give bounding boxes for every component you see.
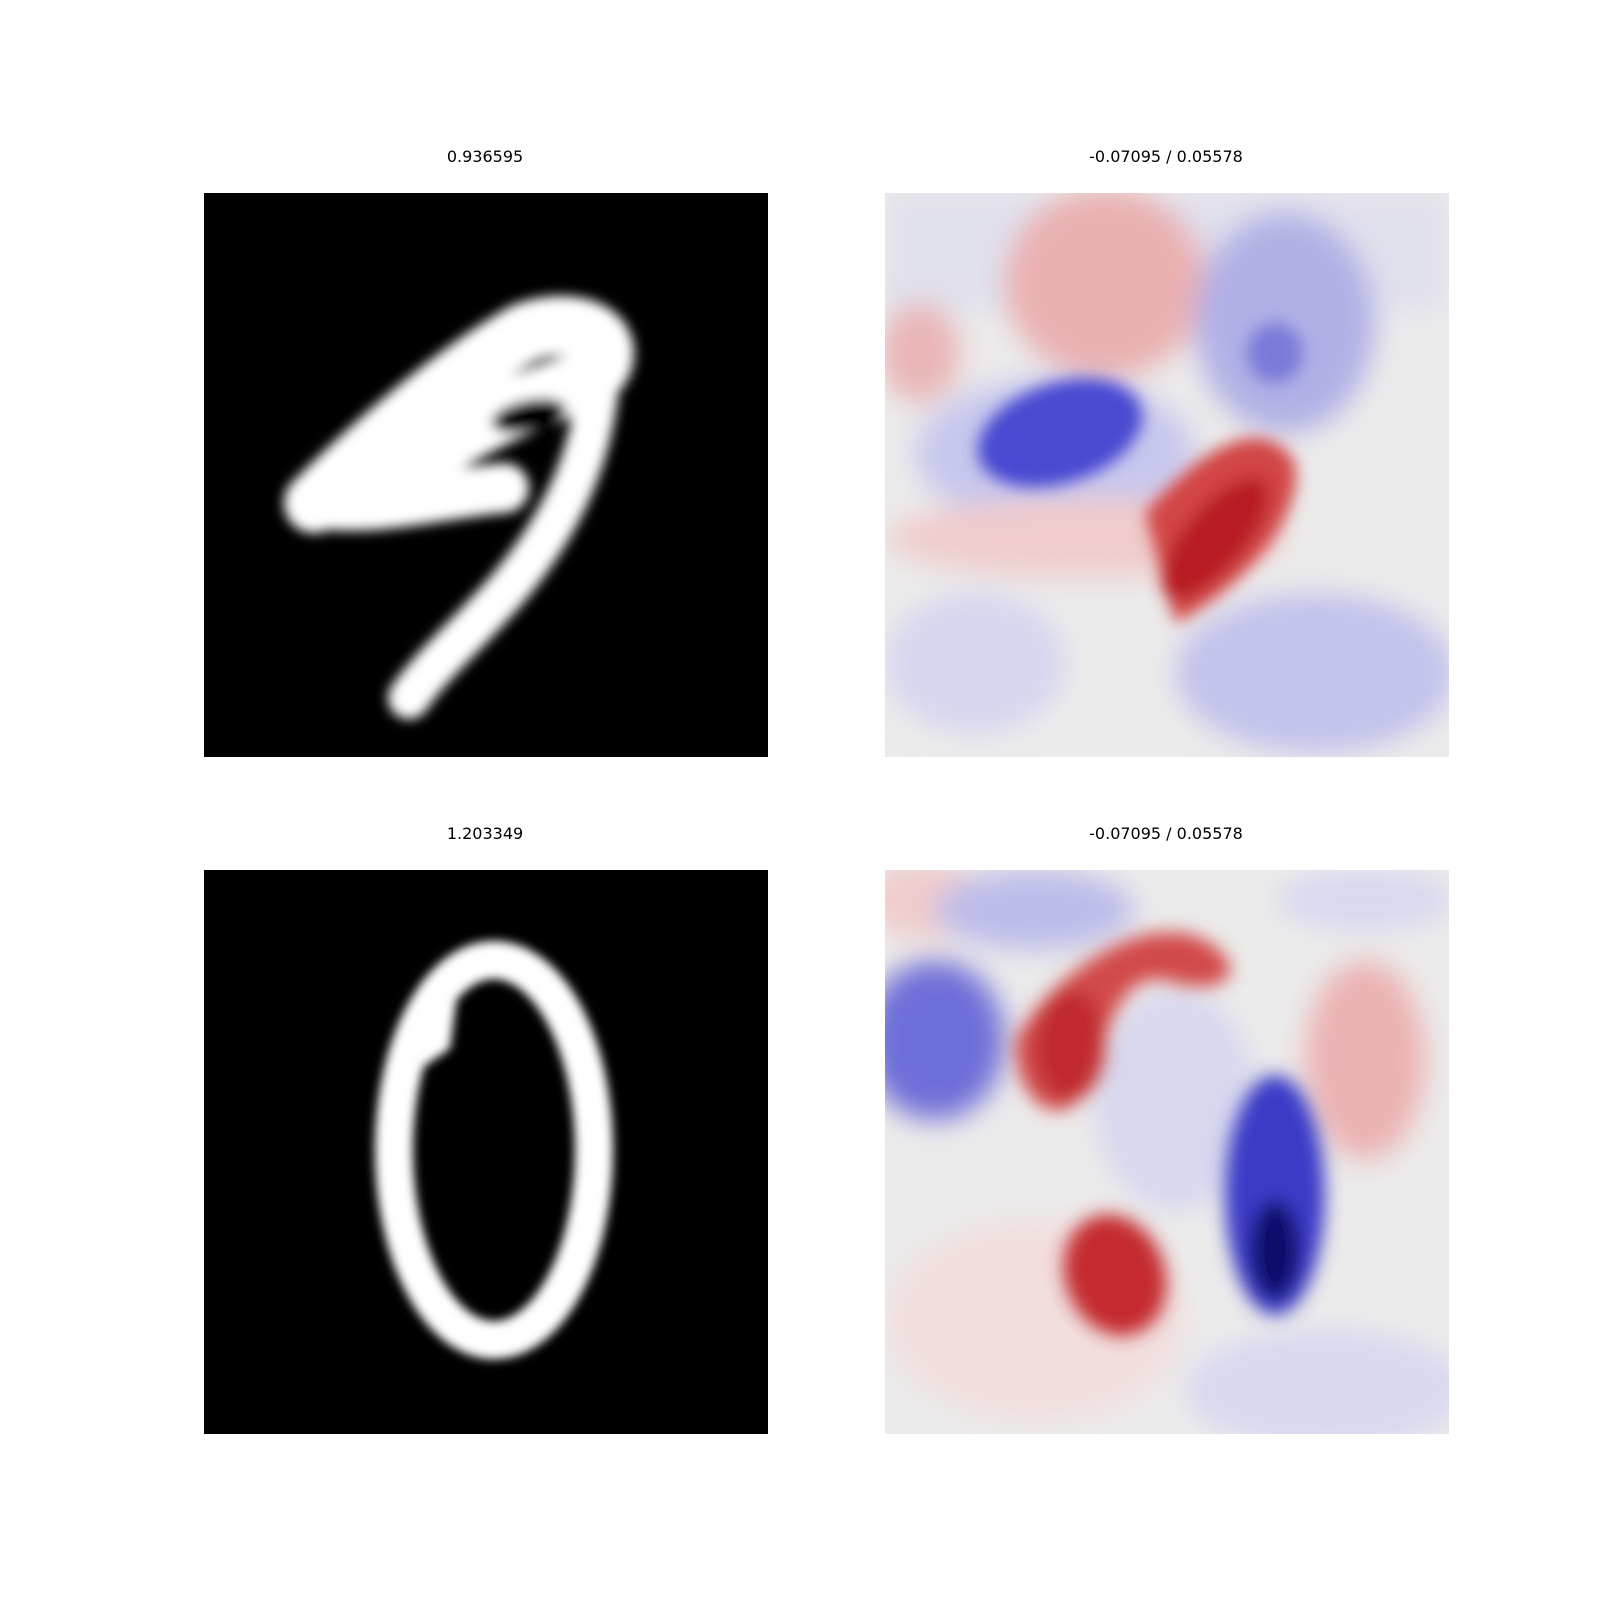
panel-title-top-right: -0.07095 / 0.05578 [1089,147,1243,166]
heatmap-top-right [885,193,1449,757]
panel-title-bottom-left: 1.203349 [446,824,524,843]
digit-stroke [375,941,613,1359]
panel-title-top-left: 0.936595 [446,147,524,166]
digit-image-zero [204,870,768,1434]
heatmap-bottom-right [885,870,1449,1434]
digit-image-nine [204,193,768,757]
digit-stroke [284,296,635,719]
panel-title-bottom-right: -0.07095 / 0.05578 [1089,824,1243,843]
